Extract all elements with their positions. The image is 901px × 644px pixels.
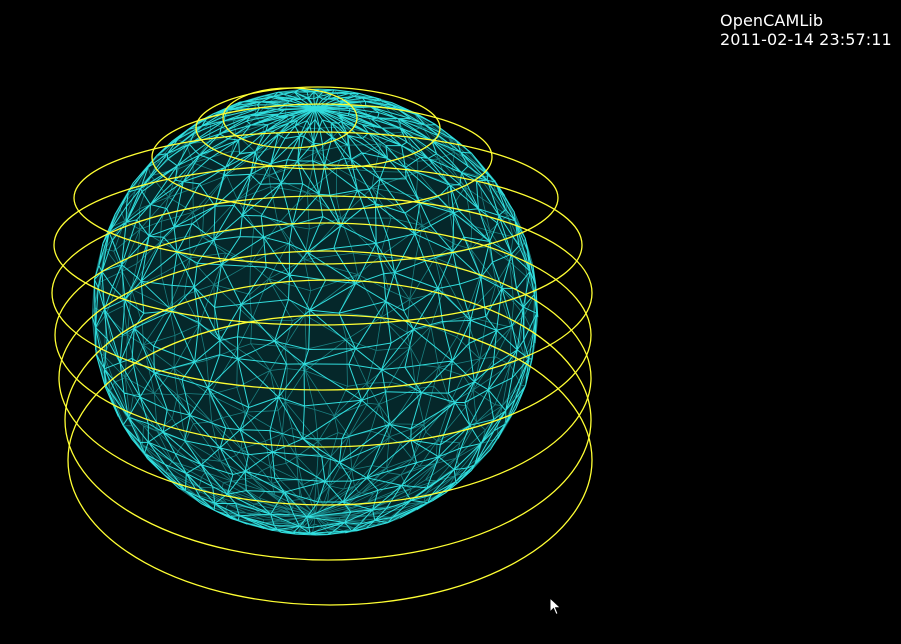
yellow-ring-6	[51, 195, 593, 391]
yellow-ring-7	[54, 222, 592, 448]
yellow-ring-5	[53, 164, 583, 326]
yellow-ring-3	[151, 103, 493, 211]
sphere-wireframe	[91, 88, 539, 536]
sphere-front-edges	[91, 88, 539, 536]
yellow-rings	[51, 86, 593, 606]
timestamp: 2011-02-14 23:57:11	[720, 30, 892, 49]
yellow-ring-10	[67, 314, 593, 606]
app-title: OpenCAMLib	[720, 11, 824, 30]
yellow-ring-8	[58, 250, 592, 506]
yellow-ring-4	[73, 131, 559, 265]
yellow-ring-9	[64, 279, 592, 561]
yellow-ring-2	[195, 86, 441, 170]
mouse-pointer-icon	[549, 597, 562, 616]
info-overlay: OpenCAMLib 2011-02-14 23:57:11	[720, 11, 892, 49]
